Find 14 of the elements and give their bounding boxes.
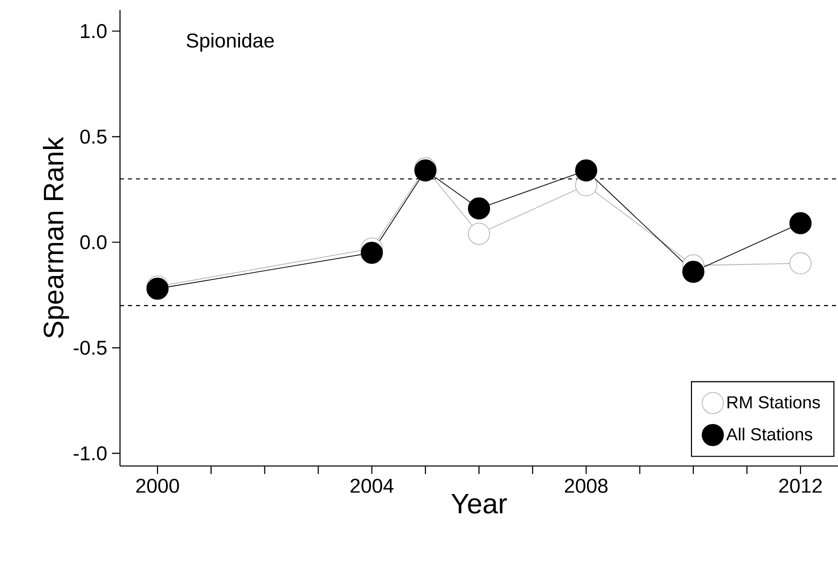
y-tick-label: 0.0 bbox=[80, 235, 107, 250]
y-tick-label: -0.5 bbox=[74, 340, 106, 355]
annotation: Spionidae bbox=[186, 32, 274, 52]
x-tick-label: 2012 bbox=[779, 478, 822, 493]
y-tick-label: -1.0 bbox=[74, 446, 107, 460]
y-tick-label: 0.5 bbox=[80, 130, 106, 144]
x-tick-label: 2000 bbox=[136, 478, 179, 493]
x-tick-label: 2004 bbox=[350, 478, 394, 493]
y-axis-title: Spearman Rank bbox=[42, 136, 70, 338]
legend-label: RM Stations bbox=[728, 396, 820, 408]
x-axis-title: Year bbox=[451, 494, 507, 514]
y-tick-label: 1.0 bbox=[81, 24, 107, 38]
x-tick-label: 2008 bbox=[564, 478, 608, 493]
legend-label: All Stations bbox=[726, 428, 812, 440]
